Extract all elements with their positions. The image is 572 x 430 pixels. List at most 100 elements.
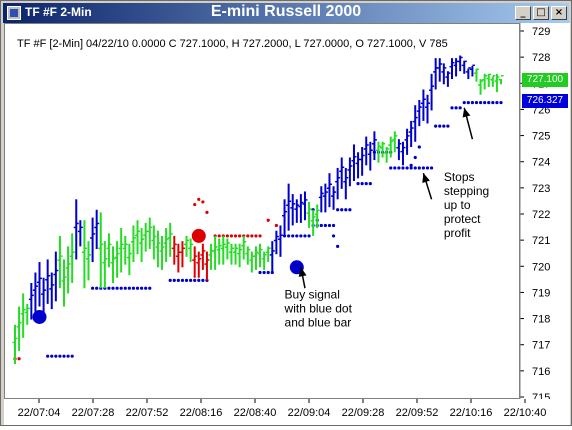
title-bar[interactable]: TF #F 2-Min E-mini Russell 2000 _ □ × <box>3 3 569 23</box>
stop-dot <box>54 354 58 358</box>
x-tick-label: 22/09:52 <box>396 407 439 419</box>
window-title: E-mini Russell 2000 <box>210 3 362 20</box>
sell-signal-dot <box>191 228 206 243</box>
stop-dot <box>262 270 266 275</box>
annotation-text: profit <box>444 226 471 240</box>
stop-dot <box>193 278 197 282</box>
stop-dot <box>266 218 270 222</box>
stop-dot <box>413 155 417 160</box>
stop-dot <box>205 210 209 214</box>
x-tick-label: 22/07:28 <box>72 407 115 419</box>
stop-dot <box>393 166 397 170</box>
stop-dot <box>401 166 405 170</box>
price-axis[interactable]: 7297287277267257247237227217207197187177… <box>519 23 570 404</box>
stop-dot <box>95 286 99 290</box>
plot-area[interactable]: Buy signal with blue dot and blue bar Stops… <box>4 23 520 399</box>
stop-dot <box>368 182 372 186</box>
stop-dot <box>323 223 327 228</box>
stop-dot <box>405 166 409 170</box>
stop-dot <box>17 357 21 361</box>
stop-dot <box>201 200 205 204</box>
stop-dot <box>470 100 475 105</box>
symbol-label: TF #F 2-Min <box>25 5 92 19</box>
stop-dot <box>417 166 421 170</box>
stop-dot <box>70 354 74 358</box>
stop-dot <box>462 100 466 105</box>
stop-dot <box>360 182 364 186</box>
stop-dot <box>258 234 262 238</box>
stop-dot <box>331 234 336 238</box>
stop-dot <box>233 234 238 238</box>
annotation-text: with blue dot <box>284 302 353 316</box>
y-tick-label: 728 <box>532 52 550 64</box>
stop-dot <box>291 234 295 238</box>
stop-dot <box>327 223 332 228</box>
stop-dot <box>474 100 479 105</box>
stop-dot <box>409 163 413 167</box>
stop-dot <box>478 100 483 105</box>
y-tick-label: 720 <box>532 261 550 273</box>
x-tick-label: 22/08:40 <box>234 407 277 419</box>
stop-dot <box>425 166 430 170</box>
stop-dot <box>450 106 454 110</box>
stop-dot <box>193 202 197 207</box>
y-tick-label: 717 <box>532 340 550 352</box>
price-tag-stop: 726.327 <box>522 94 568 108</box>
stop-dot <box>254 234 258 238</box>
annotation-text: up to <box>444 198 471 212</box>
stop-dot <box>331 223 336 228</box>
stop-dot <box>483 100 487 105</box>
stop-dot <box>189 278 193 282</box>
stop-dot <box>442 124 446 128</box>
stop-dot <box>429 166 434 170</box>
x-tick-label: 22/10:16 <box>450 407 493 419</box>
stop-dot <box>491 100 495 105</box>
stop-dot <box>184 278 189 282</box>
stop-dot <box>250 234 254 238</box>
x-tick-label: 22/10:40 <box>504 407 547 419</box>
time-axis[interactable]: 22/07:04 22/07:28 22/07:52 22/08:16 22/08:40… <box>4 399 570 425</box>
x-tick-label: 22/07:52 <box>126 407 169 419</box>
stop-dot <box>454 106 458 110</box>
maximize-button[interactable]: □ <box>533 6 549 20</box>
stop-dot <box>201 278 205 282</box>
x-tick-label: 22/09:28 <box>342 407 385 419</box>
stop-dot <box>389 166 393 170</box>
stop-dot <box>299 234 303 238</box>
stop-dot <box>487 100 491 105</box>
stop-dot <box>246 234 250 238</box>
minimize-button[interactable]: _ <box>515 6 531 20</box>
stop-dot <box>495 100 499 105</box>
stop-dot <box>168 278 172 282</box>
stop-dot <box>119 286 123 290</box>
stop-dot <box>287 234 291 238</box>
stop-dot <box>225 234 229 238</box>
close-button[interactable]: × <box>551 6 567 20</box>
stop-dot <box>344 208 348 212</box>
y-tick-label: 716 <box>532 366 550 378</box>
stop-dot <box>148 286 152 290</box>
stop-dot <box>340 208 344 212</box>
stop-dot <box>127 286 131 290</box>
stop-dot <box>446 124 450 128</box>
stop-dot <box>90 286 95 290</box>
stop-dot <box>197 278 201 282</box>
buy-signal-dot <box>32 309 47 324</box>
y-tick-label: 722 <box>532 209 550 221</box>
price-tag-last: 727.100 <box>522 73 568 87</box>
y-tick-label: 721 <box>532 235 550 247</box>
chart-app-icon[interactable] <box>7 6 21 20</box>
stop-dot <box>229 234 234 238</box>
stop-dot <box>111 286 115 290</box>
stop-dot <box>176 278 180 282</box>
stop-dot <box>197 197 201 201</box>
stop-dot <box>115 286 119 290</box>
stop-dot <box>356 182 360 186</box>
stop-dot <box>258 270 262 275</box>
stop-dot <box>107 286 111 290</box>
stop-dot <box>62 354 66 358</box>
annotation-text: stepping <box>444 184 489 198</box>
stop-dot <box>397 166 401 170</box>
stop-dot <box>458 106 462 110</box>
